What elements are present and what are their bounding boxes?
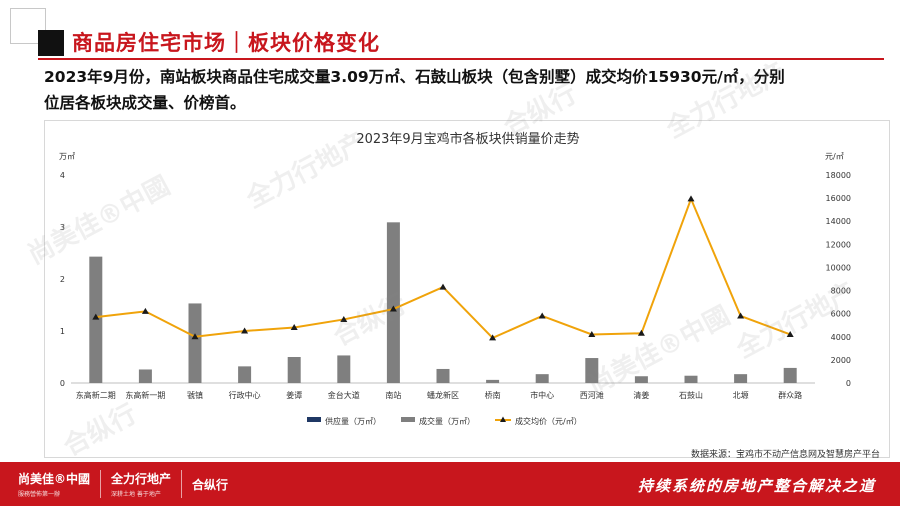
logo-name: 合纵行 <box>192 477 229 492</box>
x-tick-label: 东高新二期 <box>76 390 116 400</box>
line-point-marker <box>241 327 249 334</box>
y-right-tick-label: 10000 <box>826 263 851 272</box>
x-tick-label: 清姜 <box>633 390 649 400</box>
y-right-tick-label: 16000 <box>826 194 851 203</box>
bar-deal-volume <box>734 374 748 383</box>
bar-deal-volume <box>386 222 400 383</box>
line-point-marker <box>786 330 794 337</box>
x-tick-label: 行政中心 <box>229 390 261 400</box>
line-point-marker <box>389 305 397 312</box>
x-tick-label: 姜谭 <box>286 390 302 400</box>
logo-tagline: 深耕土地 善于地产 <box>111 491 161 498</box>
y-right-tick-label: 0 <box>846 379 851 388</box>
legend-label-supply: 供应量（万㎡） <box>325 416 381 426</box>
summary-line-2: 位居各板块成交量、价榜首。 <box>44 94 246 112</box>
corner-frame-decoration <box>10 8 46 44</box>
bar-deal-volume <box>535 374 549 383</box>
line-point-marker <box>588 330 596 337</box>
legend-swatch-deal <box>401 417 415 422</box>
y-left-tick-label: 1 <box>60 327 65 336</box>
y-right-tick-label: 4000 <box>831 333 851 342</box>
page-title: 商品房住宅市场｜板块价格变化 <box>72 31 380 55</box>
y-left-unit-label: 万㎡ <box>59 152 75 161</box>
chart-title: 2023年9月宝鸡市各板块供销量价走势 <box>356 131 579 147</box>
legend-swatch-supply <box>307 417 321 422</box>
y-left-tick-label: 4 <box>60 171 65 180</box>
line-point-marker <box>489 334 497 341</box>
bar-deal-volume <box>783 367 797 383</box>
x-tick-label: 西河滩 <box>580 390 604 400</box>
legend-marker-price <box>500 416 506 422</box>
y-right-tick-label: 8000 <box>831 287 851 296</box>
bar-deal-volume <box>634 376 648 383</box>
chart-panel: 2023年9月宝鸡市各板块供销量价走势万㎡ 元/㎡ 0 1 2 3 4 0 2000 4000 60… <box>44 120 890 458</box>
bar-deal-volume <box>287 357 301 383</box>
line-point-marker <box>191 333 199 340</box>
y-right-tick-label: 12000 <box>826 240 851 249</box>
y-left-tick-label: 0 <box>60 379 65 388</box>
footer-logos: 尚美佳®中國 服務營佈第一辦 全力行地产 深耕土地 善于地产 合纵行 <box>18 470 248 498</box>
legend-label-price: 成交均价（元/㎡） <box>515 416 582 426</box>
summary-text: 2023年9月份，南站板块商品住宅成交量3.09万㎡、石鼓山板块（包含别墅）成交… <box>44 64 854 116</box>
bar-deal-volume <box>684 375 698 383</box>
x-tick-label: 金台大道 <box>328 390 360 400</box>
y-right-tick-label: 6000 <box>831 310 851 319</box>
line-point-marker <box>637 329 645 336</box>
bar-deal-volume <box>188 303 202 383</box>
data-source-note: 数据来源：宝鸡市不动产信息网及智慧房产平台 <box>690 450 880 460</box>
x-tick-label: 北塬 <box>733 390 749 400</box>
title-underline <box>38 58 884 60</box>
line-point-marker <box>141 307 149 314</box>
bar-deal-volume <box>436 368 450 383</box>
x-tick-label: 群众路 <box>778 390 802 400</box>
footer-slogan: 持续系统的房地产整合解决之道 <box>637 477 876 495</box>
line-point-marker <box>290 324 298 331</box>
legend-label-deal: 成交量（万㎡） <box>419 416 475 426</box>
x-tick-label: 市中心 <box>530 390 554 400</box>
footer-bar: 尚美佳®中國 服務營佈第一辦 全力行地产 深耕土地 善于地产 合纵行 持续系统的… <box>0 462 900 506</box>
line-point-marker <box>737 312 745 319</box>
line-point-marker <box>439 283 447 290</box>
x-tick-label: 石鼓山 <box>679 390 703 400</box>
bar-deal-volume <box>238 366 252 383</box>
x-tick-label: 南站 <box>385 390 401 400</box>
line-point-marker <box>340 315 348 322</box>
logo-name: 全力行地产 <box>111 472 172 486</box>
y-right-tick-label: 18000 <box>826 171 851 180</box>
line-point-marker <box>687 195 695 202</box>
logo-hezongxing: 合纵行 <box>192 476 238 493</box>
x-tick-label: 蟠龙新区 <box>427 390 459 400</box>
summary-line-1: 2023年9月份，南站板块商品住宅成交量3.09万㎡、石鼓山板块（包含别墅）成交… <box>44 68 785 86</box>
line-point-marker <box>538 312 546 319</box>
y-right-tick-label: 14000 <box>826 217 851 226</box>
x-tick-label: 桥南 <box>485 390 501 400</box>
y-right-tick-label: 2000 <box>831 356 851 365</box>
title-marker-square <box>38 30 64 56</box>
logo-tagline: 服務營佈第一辦 <box>18 491 61 498</box>
bar-deal-volume <box>138 369 152 383</box>
x-tick-label: 虢镇 <box>187 390 203 400</box>
logo-quanlixing: 全力行地产 深耕土地 善于地产 <box>111 470 183 498</box>
bar-deal-volume <box>89 256 103 383</box>
logo-name: 尚美佳®中國 <box>18 472 91 486</box>
x-tick-label: 东高新一期 <box>125 390 165 400</box>
y-left-tick-label: 2 <box>60 275 65 284</box>
y-left-tick-label: 3 <box>60 223 65 232</box>
bar-deal-volume <box>486 379 500 383</box>
bar-deal-volume <box>337 355 351 383</box>
y-right-unit-label: 元/㎡ <box>825 152 844 161</box>
line-point-marker <box>92 313 100 320</box>
logo-shangmeijia: 尚美佳®中國 服務營佈第一辦 <box>18 470 102 498</box>
bar-deal-volume <box>585 358 599 383</box>
